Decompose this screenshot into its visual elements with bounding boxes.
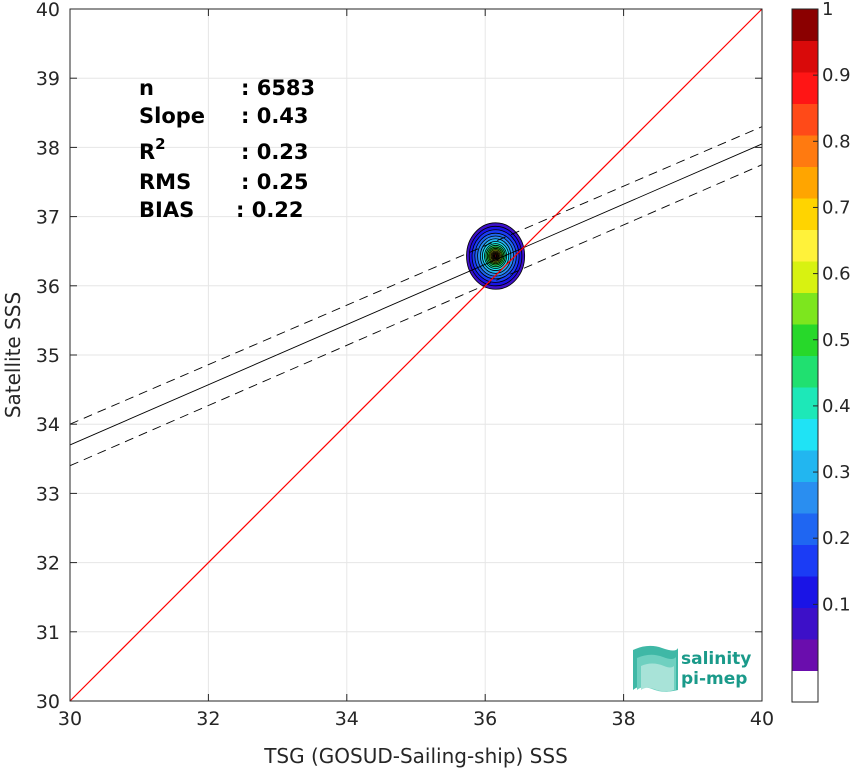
regression-bound-line [69, 126, 763, 425]
y-axis-label: Satellite SSS [1, 292, 25, 418]
x-tick-label: 32 [196, 708, 220, 730]
colorbar-segment [792, 135, 818, 167]
colorbar-segment [792, 513, 818, 545]
regression-line [69, 143, 763, 446]
logo-line-2: pi-mep [681, 669, 747, 689]
colorbar-segment [792, 166, 818, 199]
y-tick-label: 30 [36, 691, 60, 713]
stat-value: : 6583 [241, 76, 315, 100]
salinity-pi-mep-logo: salinity pi-mep [633, 645, 751, 692]
colorbar-segment [792, 387, 818, 419]
colorbar-segment [792, 607, 818, 640]
colorbar-segment [792, 450, 818, 482]
colorbar-segment [792, 355, 818, 388]
stats-annotation: n : 6583 Slope : 0.43 R2 : 0.23 RMS : 0.25 BIAS:… [139, 76, 315, 222]
stat-key: R2 [139, 135, 166, 164]
colorbar-tick-label: 0.6 [822, 264, 851, 285]
colorbar-segment [792, 418, 818, 451]
regression-bound-line [69, 164, 763, 467]
colorbar: 0.1 0.2 0.3 0.4 0.5 0.6 0.7 0.8 0.9 1 [791, 0, 851, 703]
identity-line [69, 8, 763, 702]
axis-ticks: 30 32 34 36 38 40 30 31 32 33 34 35 36 37 38 39 40 [36, 0, 774, 730]
colorbar-tick-label: 0.5 [822, 330, 851, 351]
colorbar-tick-label: 0.9 [822, 65, 851, 86]
colorbar-segment [792, 198, 818, 230]
density-contour [494, 254, 497, 258]
colorbar-segment [792, 292, 818, 325]
colorbar-segment [792, 670, 818, 703]
logo-line-1: salinity [681, 649, 751, 669]
stat-value: : 0.43 [241, 104, 309, 128]
x-tick-label: 38 [612, 708, 636, 730]
colorbar-tick-label: 0.4 [822, 396, 851, 417]
y-tick-label: 32 [36, 553, 60, 575]
y-tick-label: 35 [36, 345, 60, 367]
stat-key: Slope [139, 104, 205, 128]
x-tick-label: 34 [335, 708, 359, 730]
y-tick-label: 33 [36, 483, 60, 505]
colorbar-tick-label: 0.7 [822, 197, 851, 218]
x-axis-label: TSG (GOSUD-Sailing-ship) SSS [263, 744, 568, 768]
colorbar-segment [792, 639, 818, 671]
y-tick-label: 36 [36, 276, 60, 298]
colorbar-segment [792, 103, 818, 136]
y-tick-label: 38 [36, 137, 60, 159]
colorbar-segment [792, 576, 818, 608]
stat-value: : 0.22 [236, 198, 304, 222]
colorbar-tick-label: 0.1 [822, 594, 851, 615]
stat-key: RMS [139, 170, 191, 194]
y-tick-label: 39 [36, 68, 60, 90]
colorbar-frame [791, 8, 819, 703]
stat-key: n [139, 76, 154, 100]
fit-lines [69, 8, 763, 702]
colorbar-segment [792, 261, 818, 293]
colorbar-segment [792, 544, 818, 577]
stat-key: BIAS [139, 198, 194, 222]
x-tick-label: 30 [58, 708, 82, 730]
y-tick-label: 31 [36, 622, 60, 644]
wave-logo-icon [633, 645, 678, 692]
stat-value: : 0.23 [241, 140, 309, 164]
x-tick-label: 36 [473, 708, 497, 730]
colorbar-segment [792, 40, 818, 73]
y-tick-label: 37 [36, 207, 60, 229]
colorbar-tick-label: 0.2 [822, 528, 851, 549]
x-tick-label: 40 [750, 708, 774, 730]
colorbar-tick-label: 0.3 [822, 462, 851, 483]
colorbar-segment [792, 72, 818, 104]
colorbar-segment [792, 229, 818, 262]
stat-value: : 0.25 [241, 170, 309, 194]
colorbar-tick-label: 0.8 [822, 131, 851, 152]
colorbar-segment [792, 481, 818, 514]
y-tick-label: 40 [36, 0, 60, 21]
colorbar-tick-label: 1 [822, 0, 833, 20]
y-tick-label: 34 [36, 414, 60, 436]
colorbar-segment [792, 9, 818, 41]
